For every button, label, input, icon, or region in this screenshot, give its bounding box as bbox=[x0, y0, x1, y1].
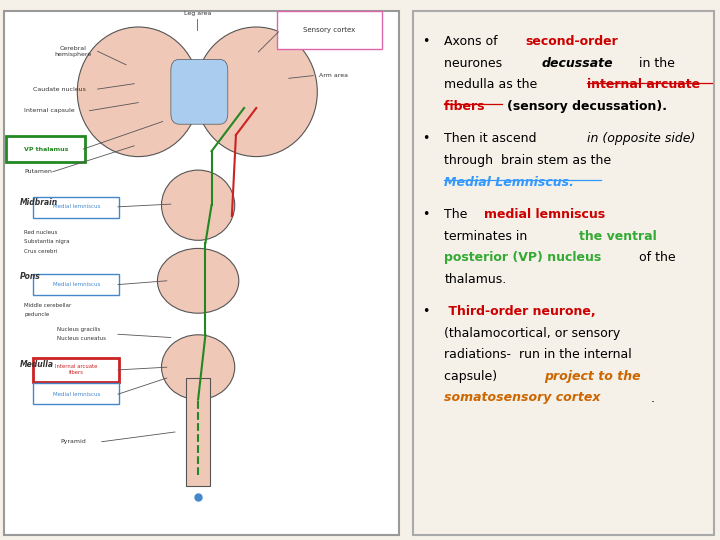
Text: thalamus.: thalamus. bbox=[444, 273, 507, 286]
Text: Axons of: Axons of bbox=[444, 35, 502, 48]
Text: •: • bbox=[423, 35, 430, 48]
Text: posterior (VP) nucleus: posterior (VP) nucleus bbox=[444, 251, 602, 264]
Text: (thalamocortical, or sensory: (thalamocortical, or sensory bbox=[444, 327, 621, 340]
Text: project to the: project to the bbox=[544, 370, 642, 383]
FancyBboxPatch shape bbox=[6, 136, 86, 162]
Text: Crus cerebri: Crus cerebri bbox=[24, 249, 58, 254]
Text: capsule): capsule) bbox=[444, 370, 505, 383]
Text: .: . bbox=[651, 392, 655, 404]
Text: second-order: second-order bbox=[526, 35, 618, 48]
Text: in the: in the bbox=[636, 57, 675, 70]
Text: Red nucleus: Red nucleus bbox=[24, 230, 58, 235]
Text: Leg area: Leg area bbox=[184, 11, 211, 16]
Text: Middle cerebellar: Middle cerebellar bbox=[24, 302, 72, 308]
Ellipse shape bbox=[77, 27, 199, 157]
Text: decussate: decussate bbox=[541, 57, 613, 70]
Text: Pyramid: Pyramid bbox=[60, 439, 86, 444]
Text: The: The bbox=[444, 208, 472, 221]
Text: neurones: neurones bbox=[444, 57, 506, 70]
Text: in (opposite side): in (opposite side) bbox=[587, 132, 696, 145]
Text: •: • bbox=[423, 305, 430, 318]
Text: Nucleus gracilis: Nucleus gracilis bbox=[57, 327, 100, 332]
Text: Putamen: Putamen bbox=[24, 169, 53, 174]
Text: radiations-  run in the internal: radiations- run in the internal bbox=[444, 348, 632, 361]
Text: medulla as the: medulla as the bbox=[444, 78, 541, 91]
Text: Medial lemniscus: Medial lemniscus bbox=[53, 282, 100, 287]
Text: Internal arcuate
fibers: Internal arcuate fibers bbox=[55, 364, 98, 375]
Text: Medulla: Medulla bbox=[20, 360, 54, 369]
Text: Internal capsule: Internal capsule bbox=[24, 108, 75, 113]
Text: somatosensory cortex: somatosensory cortex bbox=[444, 392, 601, 404]
Text: fibers: fibers bbox=[444, 100, 490, 113]
Text: VP thalamus: VP thalamus bbox=[24, 146, 68, 152]
FancyBboxPatch shape bbox=[171, 59, 228, 124]
Ellipse shape bbox=[195, 27, 318, 157]
FancyBboxPatch shape bbox=[33, 274, 120, 295]
Text: Nucleus cuneatus: Nucleus cuneatus bbox=[57, 336, 106, 341]
Text: Cerebral
hemisphere: Cerebral hemisphere bbox=[55, 46, 92, 57]
Text: peduncle: peduncle bbox=[24, 312, 50, 317]
Text: terminates in: terminates in bbox=[444, 230, 531, 242]
Text: Midbrain: Midbrain bbox=[20, 198, 58, 207]
Text: Sensory cortex: Sensory cortex bbox=[303, 26, 356, 33]
FancyBboxPatch shape bbox=[276, 11, 382, 49]
Text: Third-order neurone,: Third-order neurone, bbox=[444, 305, 596, 318]
FancyBboxPatch shape bbox=[4, 11, 399, 535]
Bar bbox=[186, 378, 210, 486]
FancyBboxPatch shape bbox=[33, 358, 120, 382]
Text: •: • bbox=[423, 132, 430, 145]
Text: of the: of the bbox=[636, 251, 676, 264]
Ellipse shape bbox=[161, 170, 235, 240]
Ellipse shape bbox=[161, 335, 235, 400]
Text: Medial lemniscus: Medial lemniscus bbox=[53, 204, 100, 210]
Text: Medial lemniscus: Medial lemniscus bbox=[53, 392, 100, 397]
Ellipse shape bbox=[158, 248, 239, 313]
Text: internal arcuate: internal arcuate bbox=[587, 78, 700, 91]
FancyBboxPatch shape bbox=[33, 197, 120, 218]
Text: through  brain stem as the: through brain stem as the bbox=[444, 154, 611, 167]
Text: Medial Lemniscus.: Medial Lemniscus. bbox=[444, 176, 575, 188]
FancyBboxPatch shape bbox=[33, 383, 120, 404]
Text: (sensory decussation).: (sensory decussation). bbox=[507, 100, 667, 113]
Text: •: • bbox=[423, 208, 430, 221]
Text: Substantia nigra: Substantia nigra bbox=[24, 239, 70, 245]
Text: Then it ascend: Then it ascend bbox=[444, 132, 541, 145]
Text: medial lemniscus: medial lemniscus bbox=[484, 208, 605, 221]
Text: Pons: Pons bbox=[20, 272, 41, 281]
FancyBboxPatch shape bbox=[413, 11, 714, 535]
Text: Arm area: Arm area bbox=[319, 73, 348, 78]
Text: Caudate nucleus: Caudate nucleus bbox=[32, 86, 86, 92]
Text: the ventral: the ventral bbox=[579, 230, 657, 242]
